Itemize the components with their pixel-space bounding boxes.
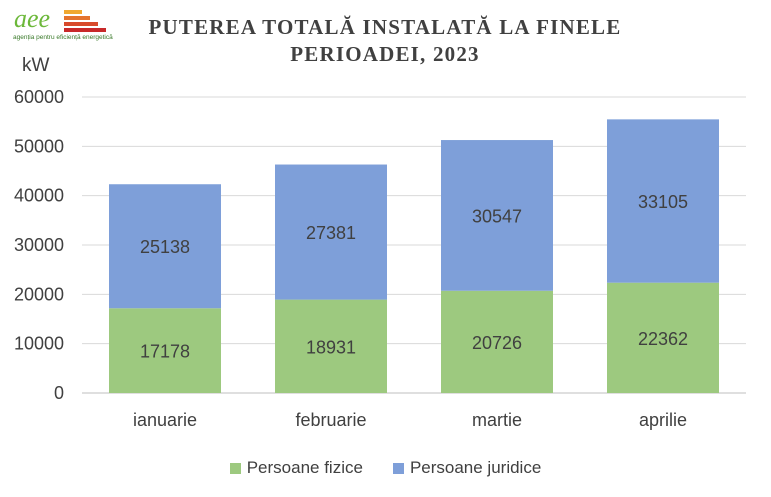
legend-label-persoane-juridice: Persoane juridice	[409, 458, 542, 477]
legend-swatch-persoane-fizice	[229, 462, 241, 474]
logo-bar-2	[64, 16, 90, 20]
logo-bar-1	[64, 10, 82, 14]
chart-title-line-2: PERIOADEI, 2023	[290, 42, 480, 66]
chart-title: PUTEREA TOTALĂ INSTALATĂ LA FINELE PERIO…	[110, 14, 660, 68]
data-label: 18931	[306, 337, 356, 357]
data-label: 33105	[638, 192, 688, 212]
y-tick-label: 60000	[14, 87, 64, 107]
logo-wordmark: aee	[14, 4, 51, 33]
chart-legend: Persoane fizice Persoane juridice	[0, 458, 771, 478]
y-tick-label: 40000	[14, 186, 64, 206]
legend-swatch-persoane-juridice	[392, 462, 404, 474]
y-tick-label: 0	[54, 383, 64, 403]
bar-persoane-fizice	[441, 290, 553, 393]
y-axis-unit: kW	[22, 55, 50, 76]
bar-persoane-juridice	[109, 184, 221, 309]
y-tick-label: 30000	[14, 235, 64, 255]
data-label: 17178	[140, 342, 190, 362]
data-label: 30547	[472, 206, 522, 226]
y-tick-label: 10000	[14, 334, 64, 354]
y-tick-label: 20000	[14, 284, 64, 304]
logo-bar-4	[64, 28, 106, 32]
logo-bar-3	[64, 22, 98, 26]
bar-persoane-juridice	[607, 119, 719, 283]
x-tick-label: martie	[472, 410, 522, 430]
data-label: 27381	[306, 223, 356, 243]
x-tick-label: februarie	[295, 410, 366, 430]
y-tick-label: 50000	[14, 136, 64, 156]
chart-title-line-1: PUTEREA TOTALĂ INSTALATĂ LA FINELE	[148, 15, 622, 39]
bar-persoane-juridice	[441, 140, 553, 291]
data-label: 22362	[638, 329, 688, 349]
x-tick-label: ianuarie	[133, 410, 197, 430]
legend-item-persoane-juridice: Persoane juridice	[392, 458, 542, 478]
data-label: 25138	[140, 237, 190, 257]
bar-persoane-fizice	[109, 308, 221, 393]
data-label: 20726	[472, 333, 522, 353]
legend-label-persoane-fizice: Persoane fizice	[246, 458, 363, 477]
agency-logo: aee agenția pentru eficiență energetică	[6, 4, 113, 44]
bar-persoane-juridice	[275, 164, 387, 300]
legend-item-persoane-fizice: Persoane fizice	[229, 458, 363, 478]
logo-subtitle: agenția pentru eficiență energetică	[13, 34, 113, 41]
x-tick-label: aprilie	[639, 410, 687, 430]
bar-persoane-fizice	[607, 282, 719, 393]
bar-persoane-fizice	[275, 299, 387, 393]
